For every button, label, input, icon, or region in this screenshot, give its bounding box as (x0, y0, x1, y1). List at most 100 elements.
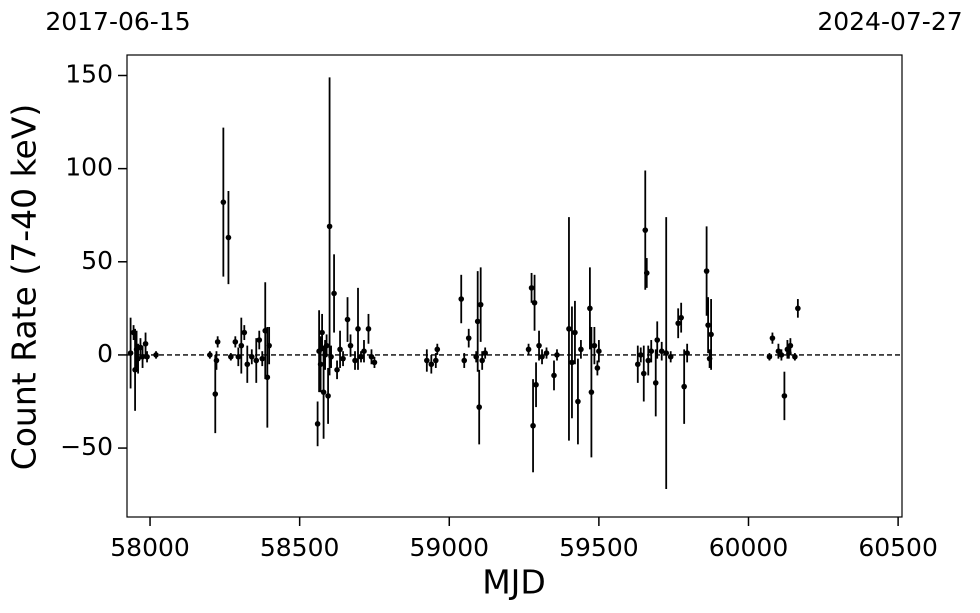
x-tick-label: 59500 (559, 533, 639, 562)
point (320, 389, 327, 395)
point (319, 329, 325, 336)
point (352, 357, 358, 364)
point (479, 357, 485, 364)
point (637, 352, 644, 358)
point (253, 357, 260, 364)
point (232, 339, 239, 345)
x-axis-label: MJD (482, 563, 546, 602)
y-tick-label: 0 (97, 339, 113, 368)
point (314, 421, 321, 427)
point (648, 348, 655, 355)
point (434, 346, 441, 353)
point (588, 389, 595, 395)
point (334, 367, 340, 373)
point (153, 352, 159, 358)
point (323, 342, 330, 349)
point (461, 357, 468, 364)
x-tick-label: 59000 (410, 533, 490, 562)
point (207, 352, 213, 358)
point (238, 342, 245, 349)
point (340, 355, 346, 362)
point (533, 381, 539, 388)
y-axis-label: Count Rate (7-40 keV) (5, 104, 44, 471)
x-tick-label: 58500 (260, 533, 340, 562)
point (220, 199, 227, 205)
point (575, 398, 581, 405)
point (551, 372, 557, 379)
point (587, 305, 593, 312)
point (795, 305, 801, 312)
point (643, 270, 650, 276)
x-tick-label: 60500 (858, 533, 938, 562)
point (554, 352, 560, 358)
start-date: 2017-06-15 (45, 7, 190, 36)
point (135, 355, 141, 362)
point (681, 383, 687, 390)
point (642, 227, 649, 233)
point (663, 350, 670, 356)
point (428, 361, 435, 368)
point (235, 353, 242, 360)
point (769, 335, 776, 341)
point (365, 326, 372, 332)
point (531, 299, 538, 306)
point (667, 353, 674, 360)
point (259, 355, 266, 362)
point (458, 296, 465, 302)
point (225, 234, 232, 241)
point (368, 353, 375, 360)
point (678, 314, 684, 321)
point (675, 320, 681, 327)
point (213, 357, 220, 364)
point (317, 361, 324, 368)
y-tick-label: 50 (81, 246, 113, 275)
point (766, 353, 773, 360)
point (572, 329, 578, 336)
point (645, 357, 652, 364)
point (256, 337, 263, 343)
point (139, 353, 146, 360)
point (337, 346, 343, 353)
point (578, 346, 584, 353)
point (539, 353, 545, 360)
point (244, 361, 251, 368)
point (142, 340, 149, 347)
point (596, 348, 602, 355)
point (266, 342, 272, 349)
point (640, 370, 647, 377)
point (371, 359, 378, 366)
point (482, 350, 488, 356)
point (775, 348, 782, 355)
x-tick-label: 60000 (709, 533, 789, 562)
point (355, 326, 361, 332)
y-tick-label: 150 (65, 59, 113, 88)
point (433, 357, 439, 364)
point (594, 365, 601, 371)
point (326, 223, 333, 230)
point (705, 322, 711, 328)
point (787, 342, 794, 349)
point (344, 316, 351, 323)
point (358, 353, 364, 360)
point (331, 290, 337, 297)
point (792, 353, 798, 360)
point (241, 329, 248, 336)
point (347, 342, 354, 349)
point (708, 331, 714, 338)
point (144, 353, 150, 360)
point (530, 422, 536, 429)
point (658, 348, 665, 355)
point (654, 337, 661, 343)
point (634, 361, 641, 368)
point (424, 357, 430, 364)
point (214, 339, 221, 345)
y-tick-label: 100 (65, 153, 113, 182)
point (684, 350, 690, 356)
point (132, 367, 138, 373)
point (566, 326, 572, 332)
point (778, 352, 785, 358)
point (652, 380, 659, 386)
end-date: 2024-07-27 (817, 7, 962, 36)
point (228, 353, 234, 360)
